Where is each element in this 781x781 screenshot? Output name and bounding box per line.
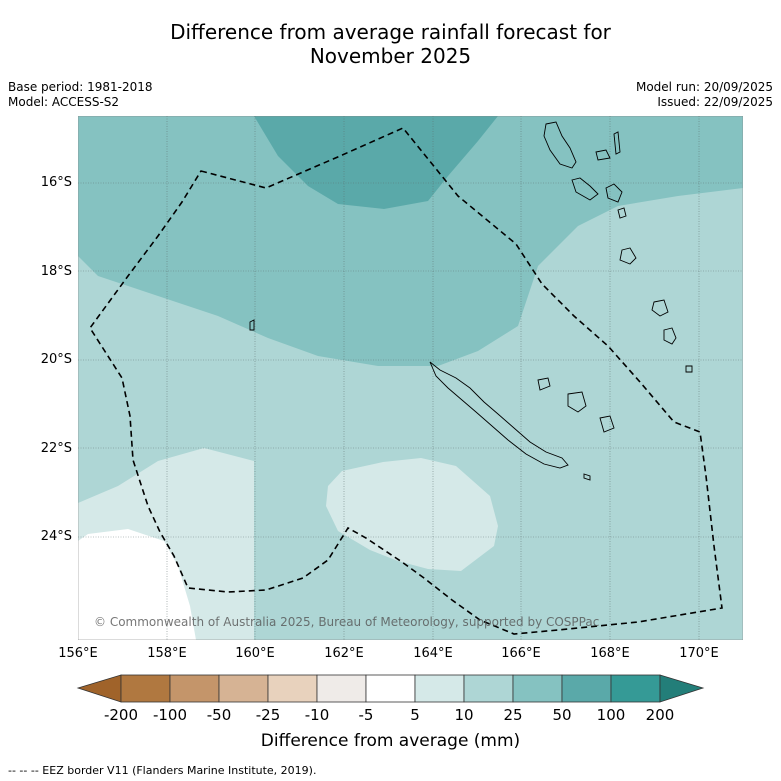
cb-tick-5: -10 — [304, 706, 330, 724]
colorbar-seg-7 — [414, 674, 465, 703]
model-run: Model run: 20/09/2025 — [635, 80, 773, 94]
colorbar-label: Difference from average (mm) — [260, 731, 521, 751]
y-tick-16s: 16°S — [40, 175, 72, 190]
new-caledonia-island — [429, 361, 569, 469]
y-tick-20s: 20°S — [40, 352, 72, 367]
cb-tick-1: -200 — [103, 706, 139, 724]
fiji-island-1 — [651, 299, 669, 317]
meta-right: Model run: 20/09/2025 Issued: 22/09/2025 — [636, 80, 773, 110]
x-tick-160e: 160°E — [235, 646, 275, 661]
copyright-text: © Commonwealth of Australia 2025, Bureau… — [94, 615, 599, 629]
region-5-10-east — [326, 458, 498, 571]
vanuatu-island-3 — [595, 149, 611, 161]
x-tick-156e: 156°E — [58, 646, 98, 661]
vanuatu-island-2 — [571, 177, 599, 201]
colorbar-seg-5 — [316, 674, 367, 703]
map-title-line1: Difference from average rainfall forecas… — [170, 20, 611, 44]
isle-of-pines-island — [583, 473, 591, 481]
colorbar-seg-6 — [365, 674, 416, 703]
chesterfield-islet — [249, 319, 255, 331]
cb-tick-9: 25 — [503, 706, 523, 724]
eez-border — [89, 127, 723, 635]
issued-date: Issued: 22/09/2025 — [657, 95, 773, 109]
cb-tick-6: -5 — [358, 706, 374, 724]
fiji-island-2 — [663, 327, 677, 345]
cb-tick-11: 100 — [596, 706, 626, 724]
cb-tick-3: -50 — [206, 706, 232, 724]
meta-left: Base period: 1981-2018 Model: ACCESS-S2 — [8, 80, 153, 110]
cb-tick-7: 5 — [410, 706, 420, 724]
loyalty-island-3 — [599, 415, 615, 433]
x-tick-170e: 170°E — [679, 646, 719, 661]
x-tick-162e: 162°E — [324, 646, 364, 661]
region-neutral — [78, 529, 196, 640]
vanuatu-island-1 — [543, 121, 577, 169]
y-tick-22s: 22°S — [40, 441, 72, 456]
cb-tick-12: 200 — [645, 706, 675, 724]
x-tick-166e: 166°E — [501, 646, 541, 661]
model-name: Model: ACCESS-S2 — [8, 95, 120, 109]
vanuatu-island-6 — [617, 207, 627, 219]
region-50-100 — [254, 116, 498, 209]
colorbar-seg-10 — [561, 674, 612, 703]
colorbar — [76, 674, 705, 703]
colorbar-seg-11 — [610, 674, 661, 703]
cb-tick-4: -25 — [255, 706, 281, 724]
colorbar-seg-over — [659, 674, 705, 703]
x-tick-158e: 158°E — [147, 646, 187, 661]
x-tick-164e: 164°E — [413, 646, 453, 661]
y-tick-24s: 24°S — [40, 529, 72, 544]
vanuatu-island-5 — [605, 183, 623, 203]
colorbar-seg-4 — [267, 674, 318, 703]
colorbar-seg-8 — [463, 674, 514, 703]
rainfall-map: © Commonwealth of Australia 2025, Bureau… — [78, 116, 743, 640]
vanuatu-island-7 — [619, 247, 637, 265]
cb-tick-2: -100 — [152, 706, 188, 724]
colorbar-seg-1 — [120, 674, 171, 703]
map-title: Difference from average rainfall forecas… — [0, 20, 781, 68]
x-tick-168e: 168°E — [590, 646, 630, 661]
vanuatu-island-4 — [613, 131, 621, 155]
colorbar-seg-2 — [169, 674, 220, 703]
base-period: Base period: 1981-2018 — [8, 80, 153, 94]
colorbar-seg-under — [76, 674, 122, 703]
eez-footer-note: -- -- -- EEZ border V11 (Flanders Marine… — [8, 764, 317, 777]
gridlines — [78, 116, 743, 640]
map-title-line2: November 2025 — [309, 44, 472, 68]
colorbar-seg-3 — [218, 674, 269, 703]
fiji-island-3 — [685, 365, 693, 373]
colorbar-seg-9 — [512, 674, 563, 703]
loyalty-island-1 — [537, 377, 551, 391]
cb-tick-8: 10 — [454, 706, 474, 724]
islands — [249, 121, 693, 481]
cb-tick-10: 50 — [552, 706, 572, 724]
y-tick-18s: 18°S — [40, 264, 72, 279]
loyalty-island-2 — [567, 391, 587, 413]
